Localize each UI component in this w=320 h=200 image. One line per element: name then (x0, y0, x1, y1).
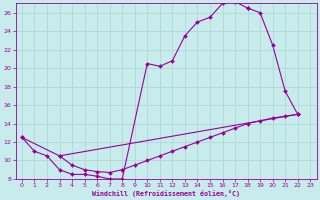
X-axis label: Windchill (Refroidissement éolien,°C): Windchill (Refroidissement éolien,°C) (92, 190, 240, 197)
